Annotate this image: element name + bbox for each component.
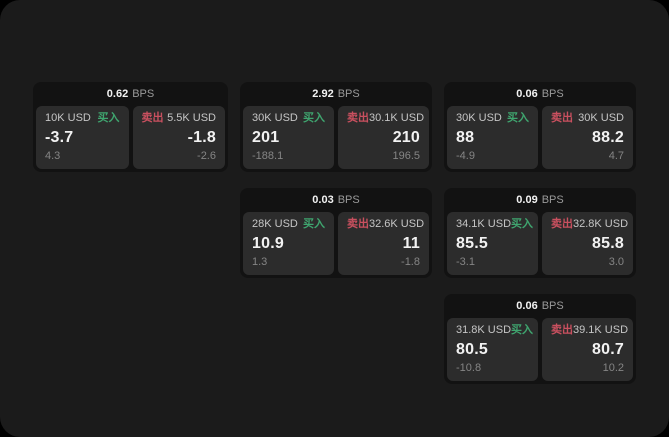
bps-header: 0.09 BPS: [447, 188, 633, 212]
bps-header: 0.62 BPS: [36, 82, 225, 106]
bps-unit-label: BPS: [541, 299, 564, 312]
buy-amount-label: 34.1K USD: [456, 218, 512, 230]
buy-panel[interactable]: 30K USD 买入 201 -188.1: [243, 106, 334, 169]
buy-side-label: 买入: [303, 218, 325, 230]
quote-card: 2.92 BPS 30K USD 买入 201 -188.1 卖出 30.1K …: [240, 82, 432, 172]
bps-value: 2.92: [312, 87, 334, 100]
buy-amount-label: 31.8K USD: [456, 324, 512, 336]
sell-change-value: 10.2: [602, 362, 624, 374]
buy-price-value: 201: [252, 128, 280, 146]
buy-panel[interactable]: 30K USD 买入 88 -4.9: [447, 106, 538, 169]
buy-side-label: 买入: [303, 112, 325, 124]
buy-change-value: -3.1: [456, 256, 475, 268]
bps-header: 2.92 BPS: [243, 82, 429, 106]
sell-price-value: 80.7: [592, 340, 624, 358]
buy-change-value: -188.1: [252, 150, 284, 162]
sell-amount-label: 30K USD: [578, 112, 624, 124]
sell-price-value: 210: [392, 128, 420, 146]
bps-value: 0.03: [312, 193, 334, 206]
sell-change-value: 3.0: [608, 256, 624, 268]
sell-price-value: 88.2: [592, 128, 624, 146]
buy-change-value: 1.3: [252, 256, 268, 268]
sell-amount-label: 30.1K USD: [369, 112, 425, 124]
sell-side-label: 卖出: [141, 112, 164, 124]
sell-amount-label: 5.5K USD: [167, 112, 216, 124]
bps-header: 0.06 BPS: [447, 294, 633, 318]
sell-side-label: 卖出: [551, 218, 573, 230]
bps-header: 0.06 BPS: [447, 82, 633, 106]
buy-change-value: 4.3: [45, 150, 61, 162]
bps-header: 0.03 BPS: [243, 188, 429, 212]
sell-amount-label: 32.6K USD: [369, 218, 425, 230]
sell-amount-label: 39.1K USD: [573, 324, 629, 336]
buy-change-value: -10.8: [456, 362, 482, 374]
buy-amount-label: 30K USD: [456, 112, 502, 124]
quote-card-grid: 0.62 BPS 10K USD 买入 -3.7 4.3 卖出 5.5K USD: [33, 82, 636, 384]
buy-price-value: 85.5: [456, 234, 488, 252]
bps-unit-label: BPS: [541, 87, 564, 100]
bps-unit-label: BPS: [337, 87, 360, 100]
bps-unit-label: BPS: [337, 193, 360, 206]
buy-amount-label: 10K USD: [45, 112, 91, 124]
buy-panel[interactable]: 34.1K USD 买入 85.5 -3.1: [447, 212, 538, 275]
quote-card: 0.06 BPS 31.8K USD 买入 80.5 -10.8 卖出 39.1…: [444, 294, 636, 384]
bps-unit-label: BPS: [132, 87, 155, 100]
sell-change-value: 196.5: [392, 150, 420, 162]
buy-panel[interactable]: 28K USD 买入 10.9 1.3: [243, 212, 334, 275]
buy-price-value: 10.9: [252, 234, 284, 252]
quote-card: 0.03 BPS 28K USD 买入 10.9 1.3 卖出 32.6K US…: [240, 188, 432, 278]
sell-panel[interactable]: 卖出 32.8K USD 85.8 3.0: [542, 212, 633, 275]
buy-side-label: 买入: [97, 112, 120, 124]
buy-price-value: -3.7: [45, 128, 74, 146]
sell-side-label: 卖出: [347, 112, 369, 124]
buy-change-value: -4.9: [456, 150, 475, 162]
quote-card: 0.62 BPS 10K USD 买入 -3.7 4.3 卖出 5.5K USD: [33, 82, 228, 172]
sell-price-value: -1.8: [187, 128, 216, 146]
buy-price-value: 80.5: [456, 340, 488, 358]
sell-price-value: 11: [402, 234, 420, 252]
sell-panel[interactable]: 卖出 39.1K USD 80.7 10.2: [542, 318, 633, 381]
sell-price-value: 85.8: [592, 234, 624, 252]
sell-side-label: 卖出: [347, 218, 369, 230]
buy-panel[interactable]: 10K USD 买入 -3.7 4.3: [36, 106, 129, 169]
bps-value: 0.06: [516, 87, 538, 100]
buy-price-value: 88: [456, 128, 475, 146]
buy-amount-label: 28K USD: [252, 218, 298, 230]
sell-change-value: -1.8: [401, 256, 420, 268]
bps-value: 0.06: [516, 299, 538, 312]
sell-panel[interactable]: 卖出 30.1K USD 210 196.5: [338, 106, 429, 169]
quote-card: 0.09 BPS 34.1K USD 买入 85.5 -3.1 卖出 32.8K…: [444, 188, 636, 278]
sell-panel[interactable]: 卖出 30K USD 88.2 4.7: [542, 106, 633, 169]
sell-change-value: -2.6: [197, 150, 216, 162]
buy-side-label: 买入: [507, 112, 529, 124]
sell-side-label: 卖出: [551, 112, 573, 124]
sell-panel[interactable]: 卖出 5.5K USD -1.8 -2.6: [132, 106, 225, 169]
buy-panel[interactable]: 31.8K USD 买入 80.5 -10.8: [447, 318, 538, 381]
quote-card: 0.06 BPS 30K USD 买入 88 -4.9 卖出 30K USD: [444, 82, 636, 172]
buy-amount-label: 30K USD: [252, 112, 298, 124]
bps-unit-label: BPS: [541, 193, 564, 206]
bps-value: 0.09: [516, 193, 538, 206]
sell-side-label: 卖出: [551, 324, 573, 336]
buy-side-label: 买入: [511, 218, 534, 230]
sell-panel[interactable]: 卖出 32.6K USD 11 -1.8: [338, 212, 429, 275]
sell-change-value: 4.7: [608, 150, 624, 162]
bps-value: 0.62: [106, 87, 129, 100]
sell-amount-label: 32.8K USD: [573, 218, 629, 230]
buy-side-label: 买入: [511, 324, 534, 336]
